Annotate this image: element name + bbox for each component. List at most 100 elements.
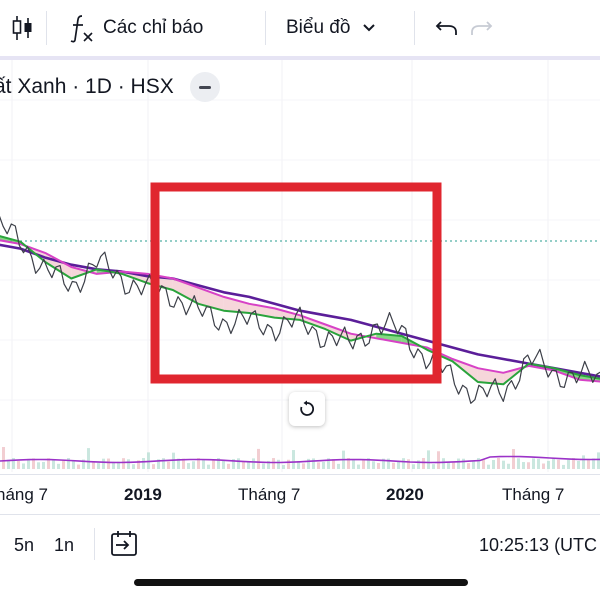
volume-bar (352, 460, 355, 469)
home-indicator (134, 579, 468, 586)
chevron-down-icon (363, 24, 376, 32)
volume-bar (392, 462, 395, 469)
volume-bar (477, 458, 480, 469)
cloud-segment (172, 278, 199, 304)
volume-bar (202, 459, 205, 469)
volume-bar (512, 449, 515, 469)
toolbar-divider-line (0, 56, 600, 60)
volume-bar (237, 458, 240, 469)
volume-bar (517, 458, 520, 469)
volume-bar (377, 463, 380, 469)
volume-bar (417, 460, 420, 469)
volume-bar (472, 461, 475, 469)
volume-bar (422, 458, 425, 469)
volume-bar (332, 459, 335, 469)
volume-bar (182, 458, 185, 469)
indicators-label: Các chỉ báo (103, 17, 204, 38)
volume-bar (22, 463, 25, 469)
volume-bar (52, 459, 55, 469)
volume-bar (457, 458, 460, 469)
volume-bar (37, 462, 40, 469)
volume-bar (282, 464, 285, 469)
toolbar-divider (46, 11, 47, 45)
reset-chart-button[interactable] (289, 392, 325, 426)
volume-bar (482, 459, 485, 469)
volume-bar (132, 464, 135, 469)
volume-bar (537, 458, 540, 469)
bottom-toolbar: 5n 1n 10:25:13 (UTC (0, 514, 600, 573)
volume-bar (442, 458, 445, 469)
volume-bar (347, 458, 350, 469)
volume-bar (497, 458, 500, 469)
volume-bar (322, 461, 325, 469)
volume-bar (307, 458, 310, 469)
function-icon (70, 15, 93, 43)
minus-icon (198, 85, 211, 89)
volume-bar (287, 459, 290, 469)
indicators-button[interactable]: Các chỉ báo (47, 0, 265, 56)
volume-bar (407, 459, 410, 469)
volume-bar (127, 459, 130, 469)
price-chart[interactable] (0, 60, 600, 475)
range-5d-button[interactable]: 5n (14, 535, 35, 555)
volume-bar (42, 461, 45, 469)
volume-bar (62, 460, 65, 469)
volume-bar (162, 458, 165, 469)
volume-bar (447, 461, 450, 469)
volume-bar (532, 458, 535, 469)
volume-bar (262, 463, 265, 469)
price-line (0, 215, 600, 404)
volume-bar (587, 458, 590, 469)
volume-bar (257, 448, 260, 469)
volume-bar (32, 458, 35, 469)
volume-bar (82, 459, 85, 469)
highlight-box (150, 182, 442, 384)
volume-bar (567, 459, 570, 469)
volume-bar (27, 458, 30, 469)
volume-bar (522, 462, 525, 469)
chart-legend: ất Xanh · 1D · HSX (0, 72, 220, 102)
volume-bar (112, 462, 115, 469)
volume-bar (117, 461, 120, 469)
volume-bar (247, 462, 250, 469)
clock-timezone[interactable]: 10:25:13 (UTC (479, 535, 598, 555)
volume-bar (157, 459, 160, 469)
volume-bar (2, 447, 5, 469)
volume-bar (187, 463, 190, 469)
volume-bar (177, 458, 180, 469)
volume-bar (317, 462, 320, 469)
chart-style-button[interactable] (0, 0, 46, 56)
toolbar-divider (414, 11, 415, 45)
volume-bar (217, 458, 220, 469)
volume-bar (92, 461, 95, 469)
volume-bar (367, 458, 370, 469)
ma-short-line (0, 235, 600, 386)
volume-bar (387, 458, 390, 469)
redo-button[interactable] (459, 0, 503, 56)
cloud-segment (274, 308, 300, 320)
volume-bar (222, 460, 225, 469)
bottom-divider (94, 528, 95, 560)
volume-bar (337, 463, 340, 469)
volume-bar (592, 458, 595, 469)
volume-bar (192, 461, 195, 469)
toolbar-divider (265, 11, 266, 45)
volume-bar (597, 452, 600, 469)
undo-button[interactable] (415, 0, 459, 56)
volume-bar (467, 463, 470, 469)
goto-date-icon[interactable] (110, 529, 138, 557)
range-1d-button[interactable]: 1n (54, 535, 75, 555)
volume-ma-line (0, 455, 600, 464)
chart-type-dropdown[interactable]: Biểu đồ (266, 0, 414, 56)
ma-mid-line (0, 239, 600, 383)
volume-bar (232, 459, 235, 469)
legend-collapse-button[interactable] (189, 72, 220, 102)
volume-bar (382, 458, 385, 469)
volume-bar (542, 463, 545, 469)
volume-bar (17, 460, 20, 469)
volume-bar (197, 458, 200, 469)
xaxis-label: Tháng 7 (238, 485, 301, 504)
volume-bar (362, 459, 365, 469)
cloud-segment (325, 324, 351, 341)
volume-bar (412, 464, 415, 469)
